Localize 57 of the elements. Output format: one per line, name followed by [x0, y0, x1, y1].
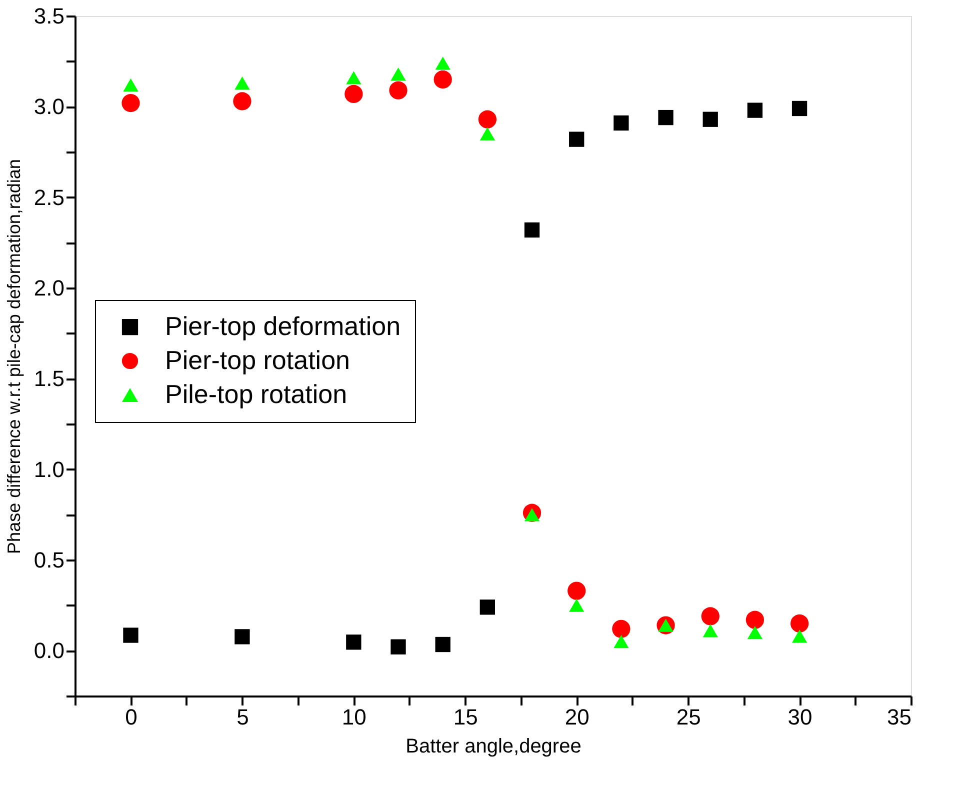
point — [435, 56, 450, 70]
point — [344, 84, 363, 104]
point — [346, 71, 362, 84]
point — [480, 600, 496, 615]
point — [524, 222, 540, 238]
point — [790, 614, 809, 633]
x-tick-label: 25 — [676, 704, 701, 730]
point — [123, 628, 138, 643]
point — [390, 639, 406, 654]
legend-label: Pier-top rotation — [165, 345, 350, 375]
x-tick-label: 30 — [788, 704, 812, 730]
point — [612, 620, 630, 638]
y-tick-label: 2.5 — [34, 184, 64, 210]
y-tick-label: 1.5 — [34, 366, 64, 392]
y-tick-label: 2.0 — [34, 276, 64, 300]
x-tick-label: 5 — [236, 704, 249, 730]
point — [123, 78, 138, 92]
point — [390, 67, 406, 81]
point — [747, 626, 763, 640]
x-tick-label: 10 — [342, 704, 366, 730]
point — [702, 112, 718, 127]
y-tick-label: 3.5 — [34, 4, 64, 28]
point — [435, 636, 450, 652]
point — [434, 70, 452, 89]
x-tick-label: 20 — [564, 704, 590, 730]
point — [747, 102, 763, 118]
point — [480, 127, 496, 140]
point — [568, 582, 586, 600]
legend-label: Pier-top deformation — [165, 311, 401, 341]
x-tick-label: 35 — [887, 704, 912, 730]
y-tick-label: 0.5 — [34, 548, 64, 572]
point — [569, 598, 584, 612]
point — [792, 100, 808, 116]
point — [478, 110, 497, 128]
point — [524, 508, 540, 522]
point — [701, 607, 720, 626]
point — [389, 81, 408, 100]
point — [614, 635, 629, 648]
legend-label: Pile-top rotation — [165, 379, 348, 409]
y-axis-title: Phase difference w.r.t pile-cap deformation,radian — [4, 159, 24, 554]
point — [569, 132, 584, 147]
point — [234, 629, 250, 644]
point — [658, 110, 674, 126]
point — [122, 94, 140, 112]
x-axis-title: Batter angle,degree — [406, 736, 582, 758]
y-tick-label: 1.0 — [34, 456, 64, 482]
y-tick-label: 3.0 — [34, 94, 64, 120]
x-tick-label: 15 — [453, 704, 478, 730]
point — [346, 634, 362, 650]
point — [702, 624, 718, 638]
point — [233, 92, 252, 110]
y-tick-label: 0.0 — [34, 638, 64, 664]
point — [792, 630, 808, 643]
point — [614, 115, 629, 131]
point — [234, 76, 250, 90]
x-tick-label: 0 — [125, 704, 138, 730]
point — [746, 610, 764, 629]
